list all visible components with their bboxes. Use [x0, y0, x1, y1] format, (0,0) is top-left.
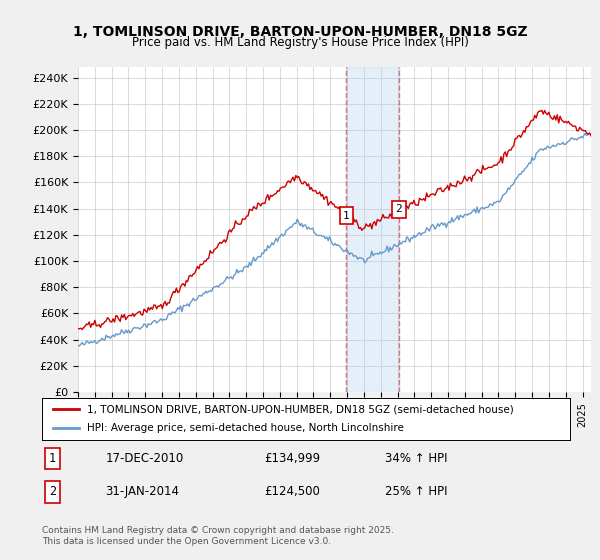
Text: 2: 2 [395, 204, 402, 214]
Text: 1, TOMLINSON DRIVE, BARTON-UPON-HUMBER, DN18 5GZ (semi-detached house): 1, TOMLINSON DRIVE, BARTON-UPON-HUMBER, … [87, 404, 514, 414]
Text: 1: 1 [49, 452, 56, 465]
Text: 34% ↑ HPI: 34% ↑ HPI [385, 452, 448, 465]
Text: Price paid vs. HM Land Registry's House Price Index (HPI): Price paid vs. HM Land Registry's House … [131, 36, 469, 49]
Text: 1, TOMLINSON DRIVE, BARTON-UPON-HUMBER, DN18 5GZ: 1, TOMLINSON DRIVE, BARTON-UPON-HUMBER, … [73, 25, 527, 39]
Text: £124,500: £124,500 [264, 486, 320, 498]
Text: 25% ↑ HPI: 25% ↑ HPI [385, 486, 448, 498]
Text: 17-DEC-2010: 17-DEC-2010 [106, 452, 184, 465]
Text: Contains HM Land Registry data © Crown copyright and database right 2025.
This d: Contains HM Land Registry data © Crown c… [42, 526, 394, 546]
Bar [346, 67, 399, 392]
Text: HPI: Average price, semi-detached house, North Lincolnshire: HPI: Average price, semi-detached house,… [87, 423, 404, 433]
Text: 2: 2 [49, 486, 56, 498]
Text: £134,999: £134,999 [264, 452, 320, 465]
Text: 31-JAN-2014: 31-JAN-2014 [106, 486, 179, 498]
Text: 1: 1 [343, 211, 350, 221]
